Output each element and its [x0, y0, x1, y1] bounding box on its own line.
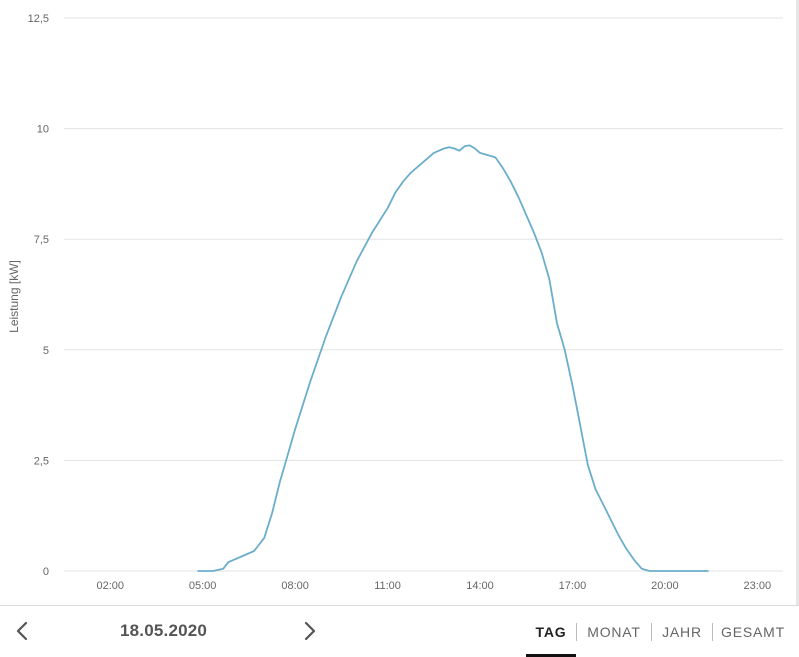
tab-day[interactable]: TAG	[526, 606, 576, 657]
tab-divider	[712, 622, 713, 641]
x-tick-label: 08:00	[281, 580, 309, 592]
y-tick-label: 0	[43, 566, 49, 578]
x-tick-label: 20:00	[651, 580, 679, 592]
x-tick-label: 23:00	[744, 580, 772, 592]
tab-year[interactable]: JAHR	[662, 623, 702, 640]
y-tick-label: 2,5	[34, 455, 49, 467]
power-series-line	[197, 144, 709, 572]
y-tick-label: 10	[37, 124, 49, 136]
y-axis-title: Leistung [kW]	[7, 260, 21, 333]
x-tick-label: 14:00	[466, 580, 494, 592]
chart-right-border	[796, 0, 799, 605]
power-chart: 0 2,5 5 7,5 10 12,5 02:00 05:00 08:00 11:00 14:00…	[7, 13, 783, 592]
x-tick-label: 11:00	[374, 580, 401, 592]
y-tick-label: 5	[43, 345, 49, 357]
tab-divider	[651, 622, 652, 641]
period-tabs: TAG MONAT JAHR GESAMT	[526, 606, 793, 657]
tab-divider	[576, 622, 577, 641]
next-day-button[interactable]	[297, 618, 323, 644]
navigation-bar: 18.05.2020 TAG MONAT JAHR GESAMT	[0, 605, 799, 657]
chart-area: 0 2,5 5 7,5 10 12,5 02:00 05:00 08:00 11:00 14:00…	[7, 0, 799, 605]
y-axis-ticks: 0 2,5 5 7,5 10 12,5	[28, 13, 49, 578]
tab-total[interactable]: GESAMT	[721, 623, 785, 640]
current-date[interactable]: 18.05.2020	[120, 621, 208, 640]
chevron-left-icon	[16, 621, 28, 641]
x-axis-ticks: 02:00 05:00 08:00 11:00 14:00 17:00 20:00 23:00	[96, 580, 771, 592]
tab-month[interactable]: MONAT	[587, 623, 641, 640]
x-tick-label: 17:00	[559, 580, 587, 592]
y-tick-label: 7,5	[34, 234, 49, 246]
x-tick-label: 05:00	[189, 580, 217, 592]
x-tick-label: 02:00	[96, 580, 124, 592]
grid-lines	[64, 17, 783, 572]
previous-day-button[interactable]	[9, 618, 35, 644]
series-layer	[197, 144, 709, 572]
chevron-right-icon	[304, 621, 316, 641]
y-tick-label: 12,5	[28, 13, 49, 25]
